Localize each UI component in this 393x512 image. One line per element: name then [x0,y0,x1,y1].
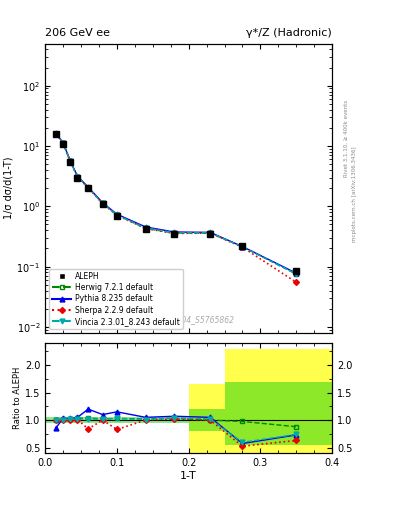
Text: Rivet 3.1.10, ≥ 400k events: Rivet 3.1.10, ≥ 400k events [344,100,349,177]
X-axis label: 1-T: 1-T [180,471,197,481]
Y-axis label: 1/σ dσ/d(1-T): 1/σ dσ/d(1-T) [4,157,14,220]
Text: 206 GeV ee: 206 GeV ee [45,28,110,38]
Legend: ALEPH, Herwig 7.2.1 default, Pythia 8.235 default, Sherpa 2.2.9 default, Vincia : ALEPH, Herwig 7.2.1 default, Pythia 8.23… [49,269,183,329]
Text: mcplots.cern.ch [arXiv:1306.3436]: mcplots.cern.ch [arXiv:1306.3436] [352,147,357,242]
Text: ALEPH_2004_S5765862: ALEPH_2004_S5765862 [143,315,234,324]
Y-axis label: Ratio to ALEPH: Ratio to ALEPH [13,367,22,429]
Text: γ*/Z (Hadronic): γ*/Z (Hadronic) [246,28,332,38]
